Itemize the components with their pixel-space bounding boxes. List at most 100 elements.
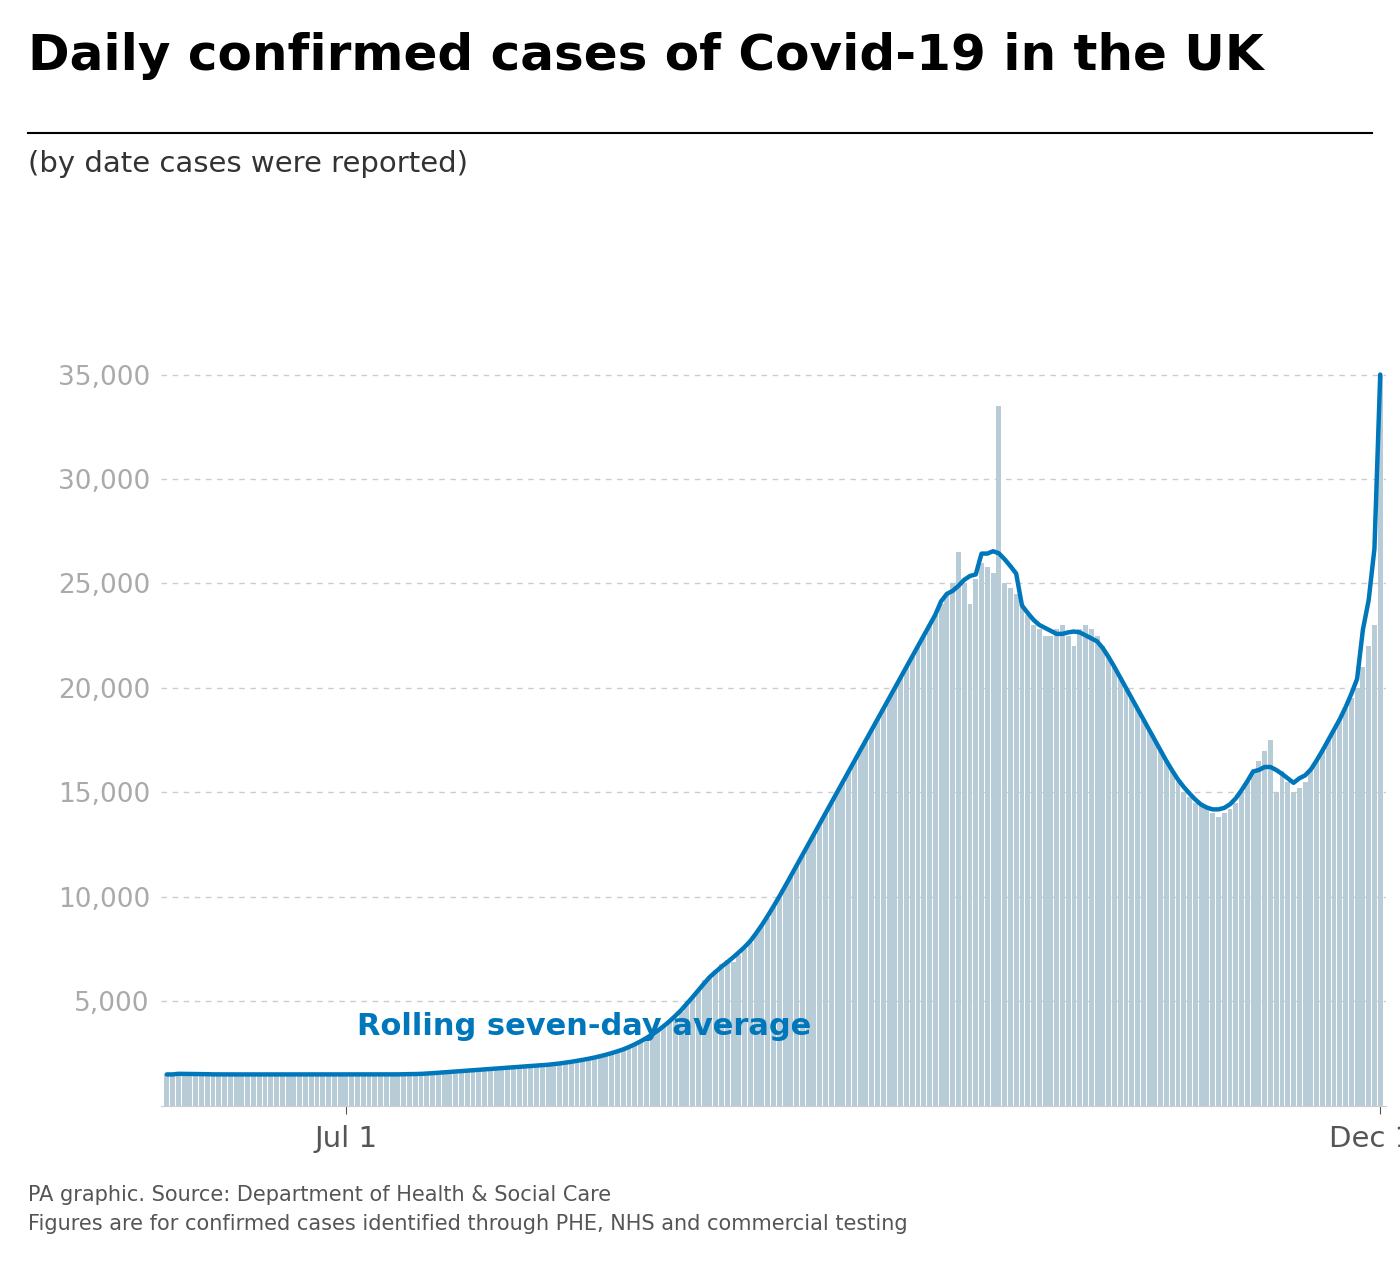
Bar [193, 1074, 199, 1106]
Bar [1217, 817, 1221, 1106]
Bar [384, 1074, 389, 1106]
Bar [1315, 761, 1319, 1106]
Bar [788, 876, 794, 1106]
Bar [869, 730, 874, 1106]
Bar [1193, 803, 1198, 1106]
Bar [1280, 771, 1284, 1106]
Bar [482, 1069, 487, 1106]
Bar [522, 1066, 528, 1106]
Bar [921, 636, 927, 1106]
Bar [1250, 771, 1256, 1106]
Bar [1210, 813, 1215, 1106]
Bar [1117, 677, 1123, 1106]
Bar [302, 1074, 308, 1106]
Bar [1130, 698, 1134, 1106]
Bar [707, 976, 713, 1106]
Bar [540, 1065, 545, 1106]
Bar [598, 1056, 602, 1106]
Bar [783, 886, 788, 1106]
Bar [1084, 625, 1088, 1106]
Bar [424, 1074, 430, 1106]
Bar [1065, 636, 1071, 1106]
Bar [343, 1074, 349, 1106]
Bar [1014, 594, 1019, 1106]
Bar [1331, 730, 1337, 1106]
Bar [927, 625, 932, 1106]
Bar [465, 1070, 470, 1106]
Bar [1019, 604, 1025, 1106]
Bar [430, 1073, 435, 1106]
Bar [256, 1075, 262, 1106]
Bar [309, 1074, 314, 1106]
Bar [1337, 719, 1343, 1106]
Bar [557, 1064, 563, 1106]
Bar [500, 1068, 504, 1106]
Bar [315, 1074, 319, 1106]
Bar [615, 1051, 620, 1106]
Bar [1002, 583, 1007, 1106]
Bar [263, 1074, 267, 1106]
Bar [269, 1074, 273, 1106]
Bar [217, 1075, 221, 1106]
Bar [886, 698, 892, 1106]
Bar [435, 1073, 441, 1106]
Bar [753, 934, 759, 1106]
Bar [609, 1054, 615, 1106]
Bar [1309, 771, 1313, 1106]
Bar [1030, 625, 1036, 1106]
Bar [1355, 688, 1359, 1106]
Bar [1095, 636, 1099, 1106]
Bar [389, 1074, 395, 1106]
Bar [794, 866, 799, 1106]
Text: Figures are for confirmed cases identified through PHE, NHS and commercial testi: Figures are for confirmed cases identifi… [28, 1214, 907, 1234]
Bar [402, 1074, 406, 1106]
Bar [280, 1074, 284, 1106]
Bar [592, 1057, 596, 1106]
Bar [1077, 629, 1082, 1106]
Bar [633, 1045, 637, 1106]
Bar [176, 1075, 181, 1106]
Bar [679, 1012, 683, 1106]
Bar [291, 1075, 297, 1106]
Bar [574, 1061, 580, 1106]
Bar [1049, 636, 1053, 1106]
Bar [932, 615, 938, 1106]
Bar [650, 1035, 655, 1106]
Bar [286, 1075, 291, 1106]
Bar [1378, 375, 1383, 1106]
Bar [818, 824, 822, 1106]
Bar [1170, 771, 1175, 1106]
Bar [1285, 782, 1291, 1106]
Bar [627, 1047, 631, 1106]
Bar [1372, 625, 1376, 1106]
Bar [470, 1070, 476, 1106]
Bar [1233, 803, 1238, 1106]
Bar [494, 1069, 498, 1106]
Bar [766, 918, 770, 1106]
Bar [1152, 740, 1158, 1106]
Bar [326, 1075, 330, 1106]
Bar [1071, 646, 1077, 1106]
Bar [1348, 698, 1354, 1106]
Bar [962, 583, 966, 1106]
Bar [1100, 646, 1106, 1106]
Bar [228, 1074, 232, 1106]
Bar [997, 405, 1001, 1106]
Bar [274, 1074, 279, 1106]
Bar [1222, 813, 1226, 1106]
Bar [517, 1066, 522, 1106]
Bar [1124, 688, 1128, 1106]
Bar [696, 991, 701, 1106]
Bar [904, 667, 909, 1106]
Bar [395, 1074, 400, 1106]
Bar [476, 1070, 482, 1106]
Bar [1043, 636, 1047, 1106]
Bar [1158, 751, 1163, 1106]
Bar [297, 1075, 302, 1106]
Bar [251, 1075, 256, 1106]
Bar [441, 1073, 447, 1106]
Bar [620, 1050, 626, 1106]
Bar [234, 1074, 238, 1106]
Bar [644, 1038, 648, 1106]
Bar [223, 1074, 227, 1106]
